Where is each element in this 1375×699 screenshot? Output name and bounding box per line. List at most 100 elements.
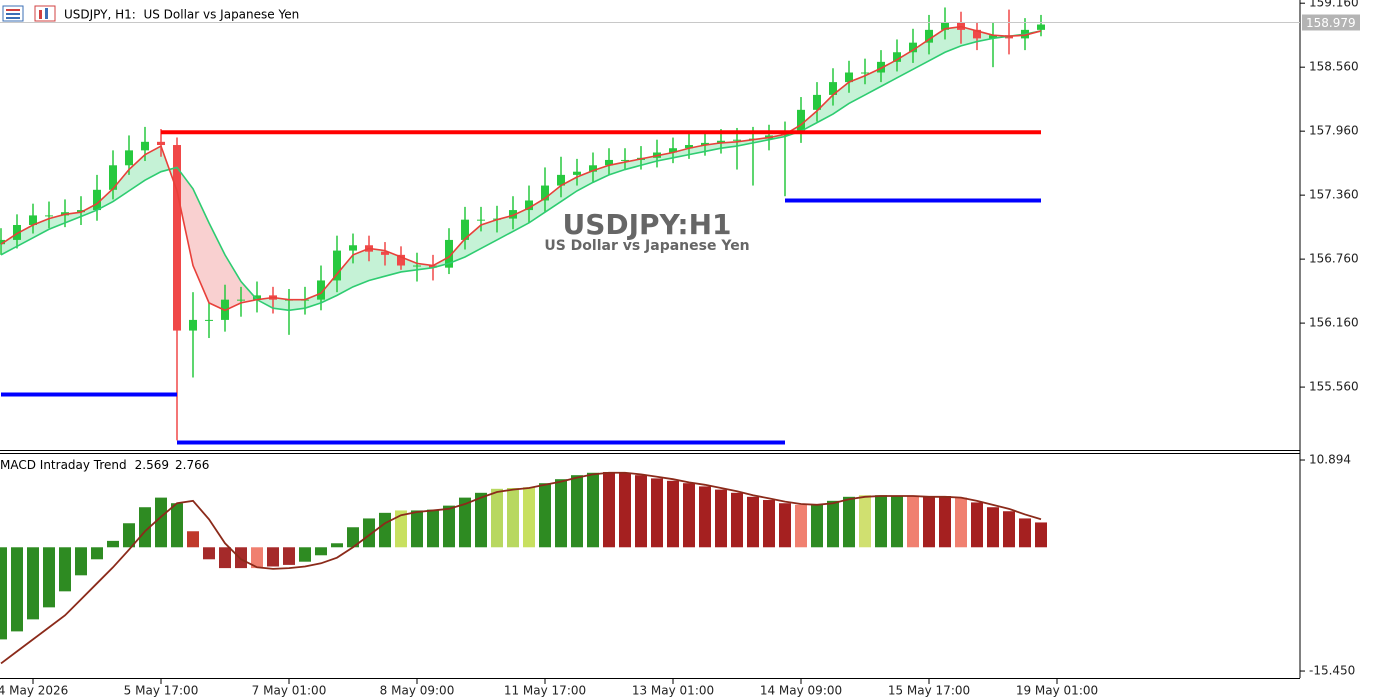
candle-body (877, 61, 885, 73)
macd-bar (635, 475, 647, 548)
candle-body (813, 94, 821, 110)
macd-bar (859, 495, 871, 548)
macd-bar (603, 471, 615, 548)
candle-body (1037, 24, 1045, 30)
candle-body (509, 210, 517, 219)
ma-fill (497, 215, 513, 240)
macd-bar (875, 495, 887, 548)
candle-body (125, 150, 133, 166)
ma-fill (545, 185, 561, 213)
macd-bar (763, 500, 775, 548)
candle-body (477, 219, 485, 221)
macd-bar (283, 547, 295, 565)
macd-bar (507, 488, 519, 548)
candle-body (445, 239, 453, 268)
candle-body (189, 319, 197, 331)
indicator-title: MACD Intraday Trend 2.569 2.766 (0, 458, 209, 472)
candle-body (317, 280, 325, 300)
y-tick-label: -15.450 (1309, 664, 1355, 678)
macd-bar (75, 547, 87, 576)
candle-body (733, 139, 741, 141)
candle-body (461, 219, 469, 240)
fast-ma-line (0, 25, 1042, 312)
macd-bar (1035, 522, 1047, 548)
y-tick-label: 155.560 (1309, 380, 1359, 394)
ma-fill (145, 146, 161, 181)
macd-bar (779, 503, 791, 548)
macd-bar (987, 507, 999, 548)
candle-body (253, 295, 261, 300)
indicator-value: 2.766 (175, 458, 209, 472)
macd-bar (491, 488, 503, 548)
macd-bar (523, 487, 535, 548)
panel-frame (0, 0, 1301, 679)
candle-body (429, 265, 437, 268)
indicator-value: 2.569 (135, 458, 169, 472)
x-tick-label: 15 May 17:00 (888, 684, 970, 698)
macd-bar (251, 547, 263, 569)
ma-fill (833, 82, 849, 115)
candle-body (541, 185, 549, 201)
y-tick-label: 157.960 (1309, 124, 1359, 138)
macd-bar (155, 497, 167, 548)
macd-bar (651, 478, 663, 548)
ma-fill (657, 152, 673, 162)
ma-fill (225, 254, 241, 311)
candle-body (845, 72, 853, 83)
plot-area (0, 7, 1300, 665)
candle-body (381, 251, 389, 255)
slow-ma-line (0, 30, 1042, 312)
macd-bar (715, 489, 727, 548)
x-tick-label: 14 May 09:00 (760, 684, 842, 698)
macd-bar (907, 496, 919, 548)
ma-fill (129, 154, 145, 191)
candle-body (941, 22, 949, 30)
x-tick-label: 11 May 17:00 (504, 684, 586, 698)
x-tick-label: 13 May 01:00 (632, 684, 714, 698)
macd-bar (619, 472, 631, 548)
header-icons (2, 5, 56, 22)
last-price-label: 158.979 (1306, 16, 1356, 30)
ma-fill (945, 26, 961, 53)
macd-bar (331, 543, 343, 548)
x-tick-label: 19 May 01:00 (1016, 684, 1098, 698)
y-tick-label: 156.160 (1309, 316, 1359, 330)
candle-body (909, 42, 917, 53)
candle-body (157, 141, 165, 146)
candle-body (397, 254, 405, 266)
candle-body (0, 239, 5, 245)
chart-header: USDJPY, H1: US Dollar vs Japanese Yen (64, 8, 299, 22)
candle-body (797, 109, 805, 133)
candle-body (13, 225, 21, 240)
macd-bar (843, 496, 855, 548)
macd-bar (43, 547, 55, 608)
y-tick-label: 158.560 (1309, 60, 1359, 74)
ma-fill (289, 299, 305, 311)
candle-body (893, 52, 901, 62)
ma-fill (209, 222, 225, 311)
ma-fill (337, 254, 353, 296)
macd-bar (235, 547, 247, 569)
macd-bar (459, 497, 471, 548)
macd-bar (107, 540, 119, 548)
macd-bar (811, 504, 823, 548)
candle-body (141, 141, 149, 151)
candle-body (173, 145, 181, 331)
candle-body (77, 210, 85, 213)
macd-bar (699, 486, 711, 548)
macd-bar (187, 531, 199, 548)
macd-bar (539, 483, 551, 548)
macd-bar (203, 547, 215, 560)
macd-bar (443, 505, 455, 548)
ma-fill (913, 39, 929, 70)
macd-bar (827, 500, 839, 548)
macd-bar (363, 518, 375, 548)
candle-body (589, 165, 597, 172)
macd-bar (1003, 511, 1015, 548)
watermark-subtitle: US Dollar vs Japanese Yen (544, 238, 749, 254)
x-tick-label: 5 May 17:00 (124, 684, 199, 698)
ma-fill (465, 225, 481, 257)
macd-bar (171, 503, 183, 548)
macd-bar (59, 547, 71, 592)
macd-bar (27, 547, 39, 620)
